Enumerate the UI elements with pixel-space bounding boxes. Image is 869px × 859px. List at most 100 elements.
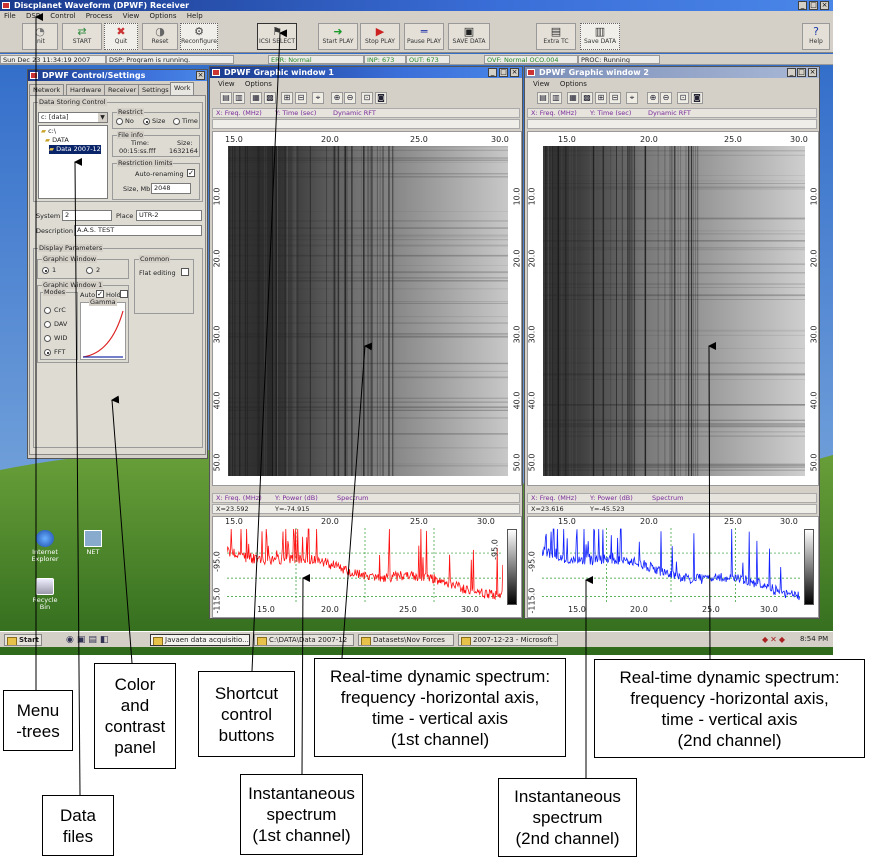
gw2-window-icon[interactable]: ⊟	[609, 92, 621, 104]
gw-2-radio[interactable]	[86, 267, 93, 274]
tree-item-data[interactable]: ▰ DATA	[45, 136, 69, 144]
help-button[interactable]: ? Help	[802, 23, 830, 50]
desktop-icon-recycle-bin[interactable]: Recycle Bin	[28, 578, 62, 611]
folder-tree[interactable]: ▰ c:\ ▰ DATA ▰ Data 2007-12	[38, 125, 108, 199]
control-panel-title: DPWF Control/Settings	[42, 71, 146, 80]
gw1-zoom-out-icon[interactable]: ⊖	[344, 92, 356, 104]
gw1-palette-icon[interactable]: ▦	[250, 92, 262, 104]
gw2-menu-options[interactable]: Options	[559, 80, 587, 88]
pause-play-button[interactable]: ═ Pause PLAY	[404, 23, 444, 50]
mode-fft-radio[interactable]	[44, 349, 51, 356]
desktop-icon-internet-explorer[interactable]: Internet Explorer	[28, 530, 62, 563]
auto-renaming-checkbox[interactable]: ✓	[187, 169, 195, 177]
gw1-grid-icon[interactable]: ▩	[264, 92, 276, 104]
gw2-zoom-reset-icon[interactable]: ◙	[691, 92, 703, 104]
start-play-button[interactable]: ➜ Start PLAY	[318, 23, 358, 50]
menu-process[interactable]: Process	[85, 12, 113, 20]
gw1-x-tick-20: 20.0	[321, 135, 339, 144]
restrict-size-radio[interactable]	[143, 118, 150, 125]
desktop-icon-net[interactable]: NET	[76, 530, 110, 556]
menu-view[interactable]: View	[122, 12, 140, 20]
flat-editing-checkbox[interactable]	[181, 268, 189, 276]
maximize-icon[interactable]: □	[809, 1, 818, 10]
restrict-no-radio[interactable]	[116, 118, 123, 125]
save-data-button[interactable]: ▣ SAVE DATA	[448, 23, 490, 50]
gw2-close-icon[interactable]: ×	[808, 68, 817, 77]
tab-work[interactable]: Work	[170, 82, 195, 95]
gw2-spectrogram-icon[interactable]: ▤	[537, 92, 549, 104]
stop-play-button[interactable]: ▶ Stop PLAY	[360, 23, 400, 50]
gw2-axis-icon[interactable]: ⊞	[595, 92, 607, 104]
gw2-spectrogram[interactable]	[543, 146, 805, 476]
gw1-spectrogram-icon[interactable]: ▤	[220, 92, 232, 104]
mode-dav-radio[interactable]	[44, 321, 51, 328]
mode-crc-radio[interactable]	[44, 307, 51, 314]
menu-dsp[interactable]: DSP	[25, 12, 41, 20]
task-data-folder[interactable]: C:\DATA\Data 2007-12	[254, 634, 354, 646]
select-button[interactable]: ⚑ ICSI SELECT	[257, 23, 297, 50]
restrict-time-radio[interactable]	[173, 118, 180, 125]
gw2-chart-icon[interactable]: ▥	[550, 92, 562, 104]
gw1-menu-options[interactable]: Options	[244, 80, 272, 88]
close-icon[interactable]: ×	[820, 1, 829, 10]
gw2-instant-spectrum-plot[interactable]	[542, 528, 800, 604]
gamma-curve[interactable]	[81, 303, 125, 359]
gw2-palette-icon[interactable]: ▦	[567, 92, 579, 104]
tab-settings[interactable]: Settings	[138, 84, 173, 95]
gw1-spec-x-tick-top-25: 25.0	[410, 517, 428, 526]
gw1-minimize-icon[interactable]: _	[488, 68, 497, 77]
gw1-zoom-in-icon[interactable]: ⊕	[331, 92, 343, 104]
quit-button[interactable]: ✖ Quit	[104, 23, 138, 50]
gw1-zoom-reset-icon[interactable]: ◙	[375, 92, 387, 104]
gw1-instant-spectrum-plot[interactable]	[227, 528, 503, 604]
gw2-maximize-icon[interactable]: □	[797, 68, 806, 77]
task-microsoft[interactable]: 2007-12-23 - Microsoft ...	[458, 634, 558, 646]
start-button[interactable]: ⇄ START	[62, 23, 102, 50]
gw2-grid-icon[interactable]: ▩	[581, 92, 593, 104]
reconfigure-button[interactable]: ⚙ Reconfigure	[180, 23, 218, 50]
menu-options[interactable]: Options	[149, 12, 177, 20]
tree-item-root[interactable]: ▰ c:\	[41, 127, 57, 135]
tree-item-data-2007-12[interactable]: ▰ Data 2007-12	[49, 145, 101, 154]
task-datasets[interactable]: Datasets\Nov Forces	[358, 634, 454, 646]
save-button[interactable]: ▥ Save DATA	[580, 23, 620, 50]
auto-checkbox[interactable]: ✓	[96, 290, 104, 298]
gw2-menu-view[interactable]: View	[533, 80, 550, 88]
mode-wid-radio[interactable]	[44, 335, 51, 342]
extra-tc-button[interactable]: ▤ Extra TC	[536, 23, 576, 50]
description-input[interactable]: A.A.S. TEST	[74, 225, 202, 236]
minimize-icon[interactable]: _	[798, 1, 807, 10]
menu-control[interactable]: Control	[50, 12, 76, 20]
gw1-zoom-fit-icon[interactable]: ⊡	[361, 92, 373, 104]
gw1-menu-view[interactable]: View	[218, 80, 235, 88]
start-button[interactable]: Start	[4, 634, 42, 646]
gw1-window-icon[interactable]: ⊟	[295, 92, 307, 104]
place-input[interactable]: UTR-2	[136, 210, 202, 221]
tab-receiver[interactable]: Receiver	[104, 84, 141, 95]
gw2-cursor-icon[interactable]: ⌖	[626, 92, 638, 104]
init-button[interactable]: ◔ Init	[22, 23, 58, 50]
menu-file[interactable]: File	[4, 12, 16, 20]
panel-close-icon[interactable]: ×	[196, 71, 205, 80]
task-javaen[interactable]: Javaen data acquisitio...	[150, 634, 250, 646]
gw2-zoom-out-icon[interactable]: ⊖	[660, 92, 672, 104]
gw1-cursor-icon[interactable]: ⌖	[312, 92, 324, 104]
size-mb-input[interactable]: 2048	[151, 183, 191, 194]
tab-hardware[interactable]: Hardware	[66, 84, 106, 95]
hold-checkbox[interactable]	[120, 290, 128, 298]
drive-select[interactable]: c: [data] ▼	[38, 112, 108, 123]
chevron-down-icon[interactable]: ▼	[98, 113, 107, 122]
gw1-close-icon[interactable]: ×	[510, 68, 519, 77]
menu-help[interactable]: Help	[186, 12, 203, 20]
gw2-zoom-fit-icon[interactable]: ⊡	[677, 92, 689, 104]
gw-1-radio[interactable]	[42, 267, 49, 274]
system-input[interactable]: 2	[62, 210, 112, 221]
reset-button[interactable]: ◑ Reset	[142, 23, 178, 50]
gw1-maximize-icon[interactable]: □	[499, 68, 508, 77]
gw1-axis-icon[interactable]: ⊞	[281, 92, 293, 104]
gw1-spectrogram[interactable]	[228, 146, 508, 476]
gw2-minimize-icon[interactable]: _	[787, 68, 796, 77]
gw1-chart-icon[interactable]: ▥	[233, 92, 245, 104]
tab-network[interactable]: Network	[29, 84, 65, 95]
gw2-zoom-in-icon[interactable]: ⊕	[647, 92, 659, 104]
